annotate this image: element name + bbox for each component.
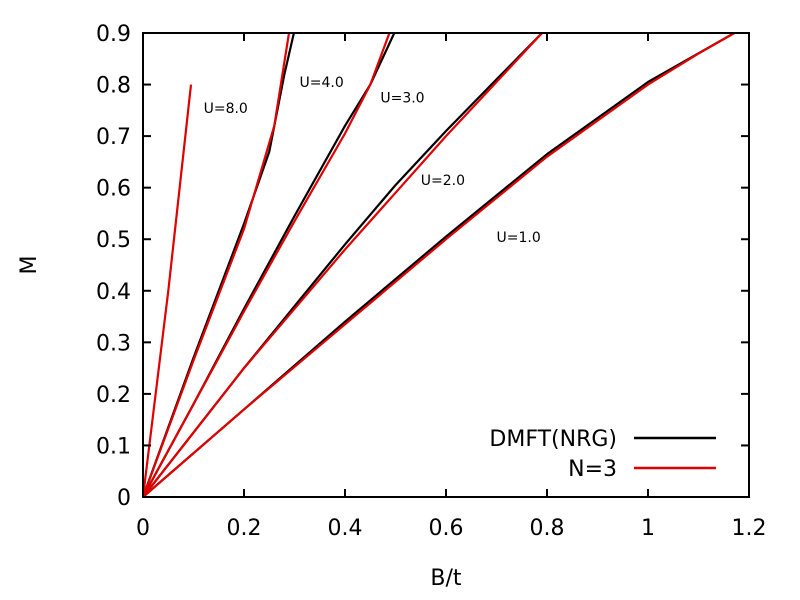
y-tick-label: 0.3: [96, 331, 131, 356]
curve-annotation: U=4.0: [300, 75, 344, 91]
series-line-n3-80: [143, 84, 193, 497]
ticks: 0 0.2 0.4 0.6 0.8 1 1.2 0 0.1 0.2 0.3 0.4 0.5 0.6 0.7 0…: [96, 22, 767, 541]
y-tick-label: 0.9: [96, 22, 131, 47]
y-tick-label: 0.7: [96, 125, 131, 150]
y-tick-label: 0.2: [96, 383, 131, 408]
series-line-n3-20: [143, 33, 543, 497]
y-tick-label: 0.4: [96, 280, 131, 305]
legend-label: DMFT(NRG): [489, 427, 617, 452]
curve-annotation: U=1.0: [497, 230, 541, 246]
y-tick-label: 0.6: [96, 177, 131, 202]
y-tick-label: 0.8: [96, 74, 131, 99]
series-line-n3-30: [143, 33, 391, 497]
x-tick-label: 1.2: [732, 516, 767, 541]
x-tick-label: 0.8: [530, 516, 565, 541]
x-axis-label: B/t: [430, 566, 462, 591]
series-line-n3-40: [143, 33, 291, 497]
curve-annotation: U=2.0: [421, 173, 465, 189]
legend: DMFT(NRG) N=3: [489, 427, 716, 482]
y-tick-label: 0.5: [96, 228, 131, 253]
curve-annotation: U=8.0: [204, 101, 248, 117]
annotations: U=8.0 U=4.0 U=3.0 U=2.0 U=1.0: [204, 75, 541, 246]
plot-lines: [143, 33, 737, 497]
x-tick-label: 1: [641, 516, 655, 541]
y-axis-label: M: [17, 256, 42, 275]
legend-label: N=3: [568, 457, 617, 482]
y-tick-label: 0.1: [96, 434, 131, 459]
x-tick-label: 0: [136, 516, 150, 541]
x-tick-label: 0.4: [328, 516, 363, 541]
curve-annotation: U=3.0: [380, 91, 424, 107]
series-line-n3-10: [143, 33, 737, 497]
x-tick-label: 0.6: [429, 516, 464, 541]
x-tick-label: 0.2: [227, 516, 262, 541]
y-tick-label: 0: [117, 486, 131, 511]
